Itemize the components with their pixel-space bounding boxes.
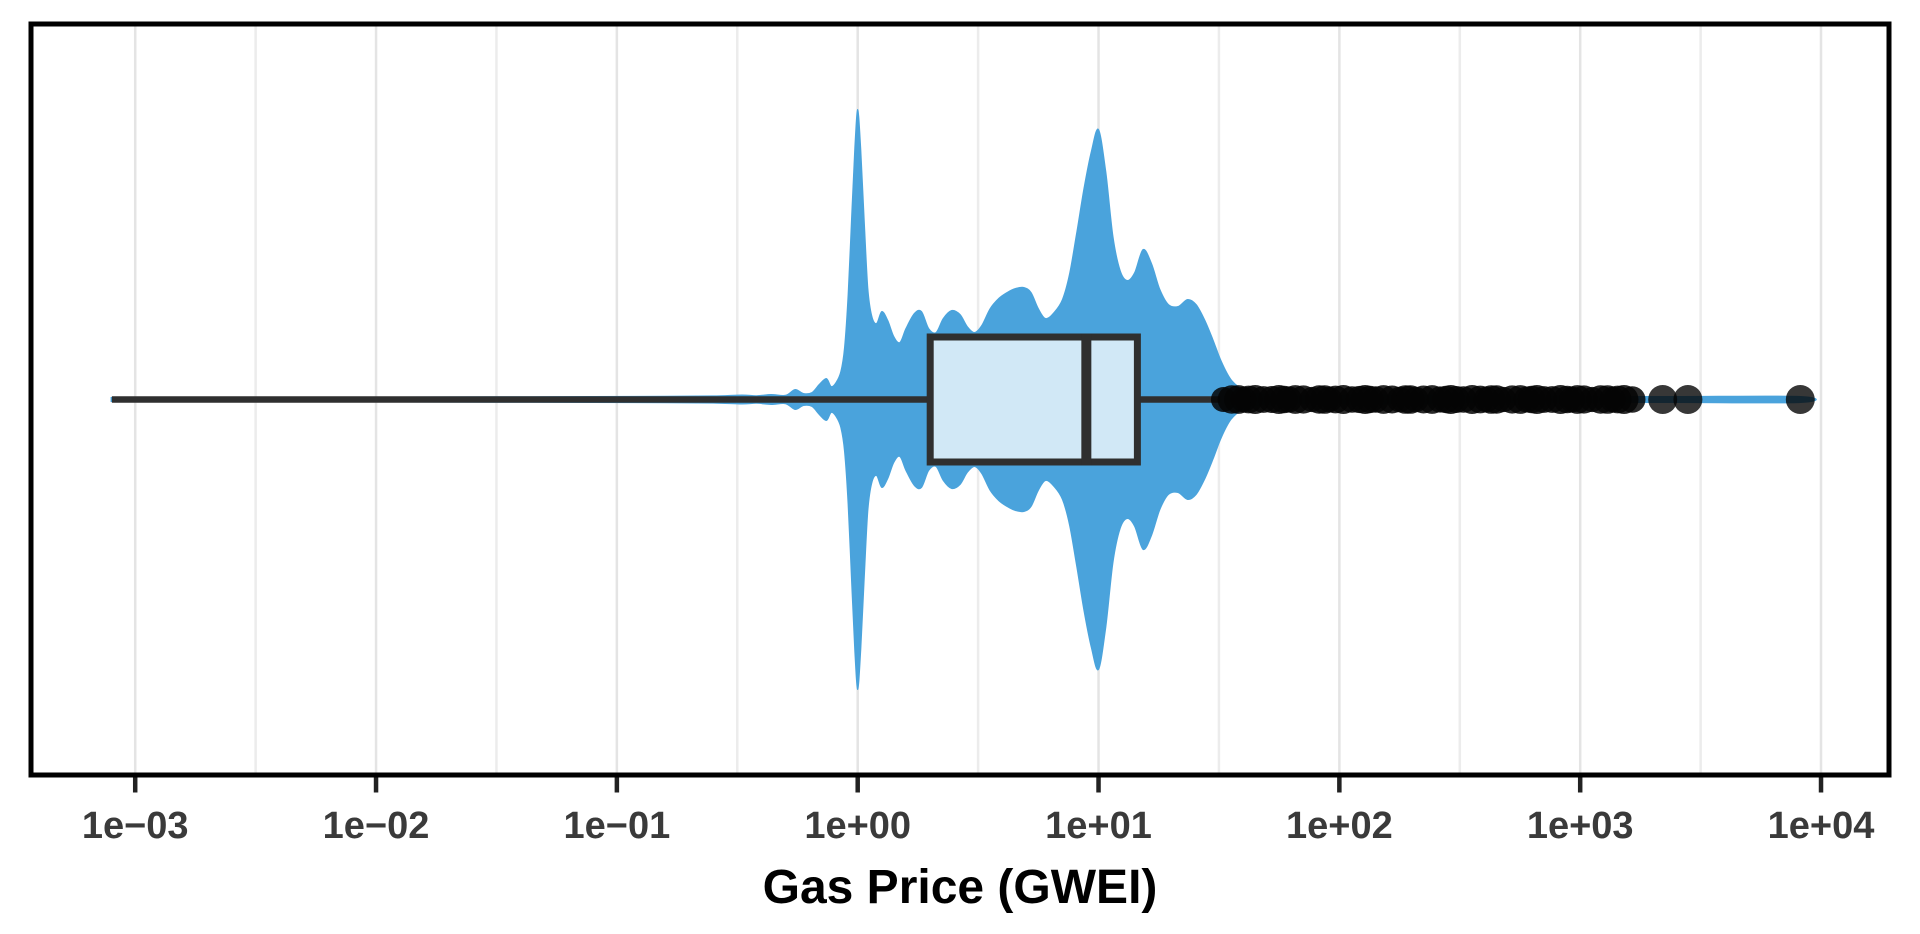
x-tick-label: 1e−03: [82, 805, 189, 847]
x-tick-label: 1e+01: [1045, 805, 1152, 847]
outlier-points-layer: [1210, 385, 1815, 414]
x-axis-title: Gas Price (GWEI): [763, 861, 1158, 914]
outlier-dot: [1648, 385, 1678, 414]
boxplot-layer: [111, 333, 1221, 466]
x-tick-label: 1e−01: [564, 805, 671, 847]
panel-border: [28, 21, 1892, 778]
outlier-dot: [1785, 385, 1815, 414]
x-axis-ticks: [132, 777, 1824, 793]
outlier-dot: [1618, 386, 1646, 413]
outlier-dot: [1673, 385, 1703, 414]
x-tick-label: 1e+02: [1286, 805, 1393, 847]
x-tick-label: 1e+03: [1527, 805, 1634, 847]
iqr-box: [926, 333, 1141, 466]
x-tick-label: 1e−02: [323, 805, 430, 847]
x-tick-label: 1e+04: [1768, 805, 1875, 847]
x-tick-label: 1e+00: [804, 805, 911, 847]
x-axis-tick-labels: 1e−03 1e−02 1e−01 1e+00 1e+01 1e+02 1e+03 1e+04: [82, 805, 1875, 847]
